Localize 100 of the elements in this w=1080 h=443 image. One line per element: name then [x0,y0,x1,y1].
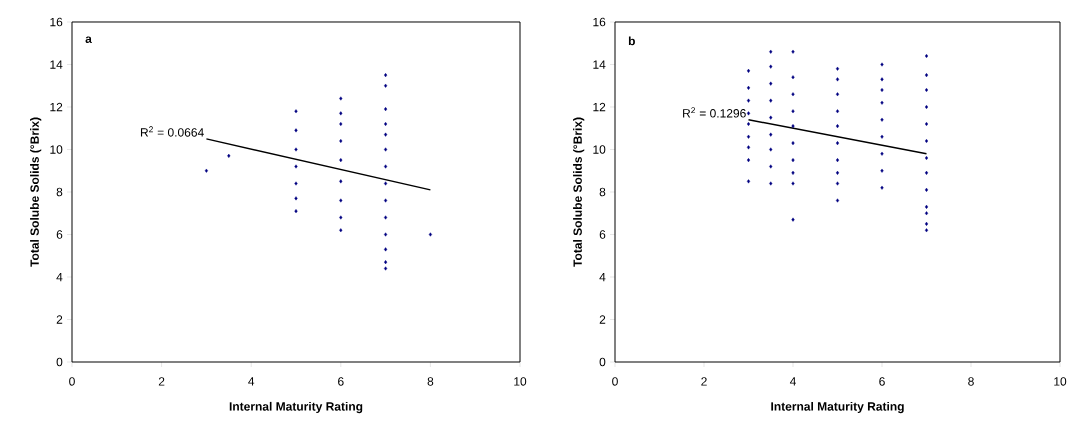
point [339,228,343,233]
point [227,153,231,158]
point [924,170,929,175]
point [769,81,773,86]
point [384,198,388,203]
point [746,134,751,139]
point [384,260,388,265]
y-tick-label: 4 [599,272,606,282]
y-tick-label: 0 [599,357,606,367]
x-axis-title: Internal Maturity Rating [771,401,904,414]
point [924,105,929,109]
point [339,122,343,126]
point [204,168,208,173]
point [835,198,840,203]
point [835,66,840,71]
point [924,139,929,143]
annotation: R$^{2}$ = 0.0664 [140,126,204,137]
y-tick-label: 6 [56,230,63,239]
point [924,204,929,209]
point [294,181,298,186]
point [924,73,929,78]
point [384,147,388,152]
point [384,247,388,252]
point [769,115,773,120]
point [791,92,795,97]
point [384,83,388,88]
point [880,100,884,105]
point [835,124,840,129]
point [294,128,298,133]
point [769,164,773,169]
point [791,158,795,163]
x-tick-label: 2 [701,377,707,386]
y-tick-label: 16 [593,17,606,27]
point [384,122,388,126]
y-axis-title: Total Solube Solids (°Brix) [30,117,42,267]
point [769,181,773,186]
y-tick-label: 0 [56,357,63,367]
point [384,107,388,112]
point [791,49,795,54]
point [791,181,795,186]
x-tick-label: 4 [248,377,255,386]
y-tick-label: 2 [599,315,606,324]
point [746,111,751,116]
point [924,54,929,58]
point [769,147,773,152]
point [339,111,343,116]
point [791,75,795,80]
x-tick-label: 8 [968,377,974,386]
point [880,185,884,190]
y-tick-label: 10 [593,145,606,154]
point [769,49,773,54]
point [880,77,884,82]
point [791,217,795,222]
point [746,158,751,163]
point [339,158,343,163]
x-tick-label: 0 [612,377,618,386]
y-tick-label: 12 [50,102,63,112]
point [384,266,388,271]
point [924,221,929,226]
point [924,88,929,92]
point [791,170,795,175]
x-tick-label: 2 [158,377,165,386]
point [924,187,929,192]
point [339,139,343,143]
x-tick-label: 6 [879,377,885,386]
point [384,73,388,78]
annotation: b [628,36,635,46]
point [294,209,298,214]
point [835,158,840,163]
point [924,211,929,216]
point [924,228,929,233]
point [294,147,298,152]
point [769,132,773,137]
point [339,96,343,101]
annotation: R$^{2}$ = 0.1296 [683,107,746,118]
point [746,122,751,126]
point [746,179,751,184]
y-tick-label: 6 [599,230,606,239]
y-tick-label: 16 [50,17,63,27]
point [791,109,795,114]
point [294,109,298,114]
x-tick-label: 8 [427,377,434,386]
point [880,117,884,122]
point [769,98,773,103]
x-tick-label: 6 [338,377,344,386]
point [746,68,751,73]
point [924,122,929,126]
y-tick-label: 12 [593,102,606,112]
point [746,145,751,150]
y-axis-title: Total Solube Solids (°Brix) [573,117,585,267]
point [791,141,795,146]
x-tick-label: 10 [1054,377,1067,386]
point [924,156,929,160]
point [384,232,388,237]
point [339,215,343,220]
x-tick-label: 0 [69,377,75,386]
point [339,198,343,203]
point [384,164,388,169]
point [294,196,298,201]
point [835,170,840,175]
